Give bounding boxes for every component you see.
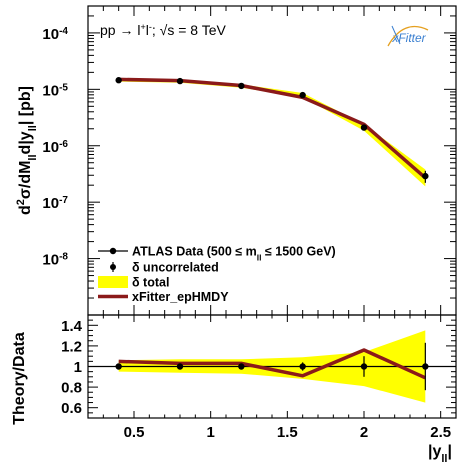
main-y-tick-labels: 10-8 10-7 10-6 10-5 10-4	[42, 25, 68, 268]
main-y-tick-label: 10-8	[42, 251, 68, 269]
main-data-points	[115, 77, 429, 183]
svg-text:xFitter: xFitter	[391, 31, 426, 45]
main-total-band	[118, 78, 426, 187]
ratio-y-tick-label: 1.4	[61, 318, 83, 335]
legend-entry-uncorrelated: δ uncorrelated	[110, 261, 219, 275]
main-data-point	[238, 82, 245, 90]
x-axis-label: |yll|	[428, 443, 452, 462]
main-data-point	[115, 77, 122, 84]
x-tick-label: 2	[360, 424, 368, 441]
legend-entry-total: δ total	[98, 276, 169, 290]
ratio-data-point	[176, 363, 184, 370]
main-data-point	[299, 91, 306, 99]
svg-text:xFitter_epHMDY: xFitter_epHMDY	[132, 290, 229, 304]
main-theory-group	[118, 77, 427, 180]
ratio-data-point	[299, 363, 306, 370]
main-theory-line	[118, 77, 427, 180]
ratio-y-tick-label: 0.6	[61, 400, 82, 417]
svg-text:δ uncorrelated: δ uncorrelated	[132, 261, 219, 275]
main-data-point	[360, 124, 368, 131]
ratio-panel: 0.6 0.8 1 1.2 1.4 0.5 1 1.5 2 2.5 Theory/Data |y…	[11, 314, 457, 462]
ratio-data-point	[422, 363, 429, 370]
ratio-data-point	[238, 363, 245, 370]
process-annotation: pp → l+l-; √s = 8 TeV	[100, 22, 226, 38]
main-y-axis-label: d2σ/dMlld|yll| [pb]	[15, 86, 39, 215]
main-y-tick-label: 10-4	[42, 25, 68, 43]
ratio-theory-line	[118, 348, 427, 380]
ratio-data-point	[115, 363, 122, 370]
ratio-y-tick-labels: 0.6 0.8 1 1.2 1.4	[61, 318, 83, 417]
xfitter-logo: xFitter	[387, 25, 429, 47]
main-data-point	[422, 172, 429, 180]
x-tick-label: 2.5	[430, 424, 451, 441]
legend-entry-data: ATLAS Data (500 ≤ mll ≤ 1500 GeV)	[98, 245, 336, 263]
ratio-y-tick-label: 1	[74, 359, 82, 376]
x-tick-label: 1.5	[277, 424, 298, 441]
main-y-tick-label: 10-6	[42, 138, 68, 156]
ratio-data-points	[115, 342, 429, 391]
svg-text:δ total: δ total	[132, 276, 169, 290]
main-data-point	[176, 77, 184, 85]
x-tick-labels: 0.5 1 1.5 2 2.5	[124, 424, 452, 441]
x-tick-label: 1	[206, 424, 214, 441]
ratio-y-tick-label: 0.8	[61, 380, 82, 397]
ratio-y-tick-label: 1.2	[61, 338, 82, 355]
legend-entry-theory: xFitter_epHMDY	[98, 290, 229, 304]
ratio-data-point	[360, 363, 368, 370]
legend: ATLAS Data (500 ≤ mll ≤ 1500 GeV) δ unco…	[98, 245, 336, 304]
svg-text:ATLAS Data (500 ≤ mll ≤ 1500 G: ATLAS Data (500 ≤ mll ≤ 1500 GeV)	[132, 245, 336, 263]
main-total-band-group	[118, 78, 426, 187]
main-axis-ticks	[87, 6, 457, 316]
main-panel: 10-8 10-7 10-6 10-5 10-4 d2σ/dMlld|yll| [pb]…	[15, 5, 457, 316]
ratio-y-axis-label: Theory/Data	[11, 332, 28, 425]
ratio-theory-group	[118, 348, 427, 380]
x-tick-label: 0.5	[124, 424, 145, 441]
ratio-plot-frame	[87, 314, 457, 419]
main-y-tick-label: 10-7	[42, 195, 68, 213]
main-y-tick-label: 10-5	[42, 82, 68, 100]
